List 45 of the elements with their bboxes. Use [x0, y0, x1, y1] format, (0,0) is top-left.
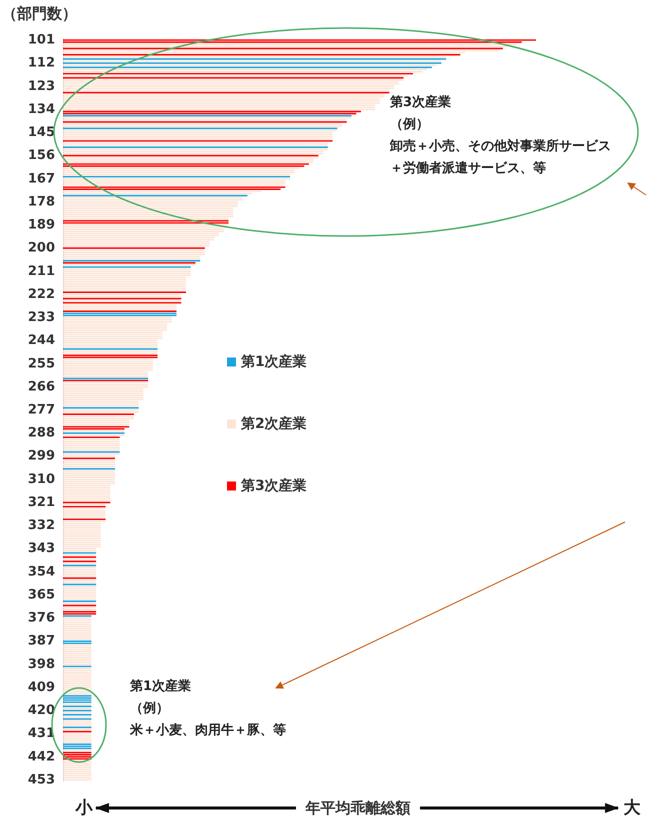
y-tick-label: 332	[28, 518, 55, 534]
annotation: 第1次産業	[129, 678, 192, 694]
y-tick-label: 376	[28, 610, 55, 626]
y-tick-label: 277	[28, 402, 55, 418]
y-tick-label: 321	[28, 494, 55, 510]
y-tick-label: 167	[28, 171, 55, 186]
y-tick-label: 442	[28, 749, 55, 764]
y-tick-label: 156	[28, 148, 55, 164]
y-tick-label: 453	[28, 772, 55, 788]
y-tick-label: 123	[28, 78, 55, 94]
y-tick-label: 255	[28, 356, 55, 372]
y-tick-label: 343	[28, 541, 55, 556]
y-tick-label: 200	[28, 240, 55, 256]
y-tick-label: 112	[28, 56, 55, 71]
legend-label: 第1次産業	[240, 353, 307, 370]
annotation: ＋労働者派遣サービス、等	[390, 160, 546, 176]
y-tick-label: 178	[28, 194, 55, 210]
y-tick-label: 409	[28, 680, 55, 695]
y-tick-label: 101	[28, 32, 55, 48]
annotation: 卸売＋小売、その他対事業所サービス	[389, 138, 611, 154]
y-tick-label: 310	[28, 472, 55, 487]
y-tick-label: 288	[28, 426, 55, 441]
text: 大	[624, 798, 642, 818]
legend-label: 第2次産業	[240, 415, 307, 432]
y-tick-label: 398	[28, 656, 55, 672]
text: 小	[74, 798, 94, 818]
y-tick-label: 233	[28, 310, 55, 326]
y-tick-label: 211	[28, 264, 55, 279]
y-tick-label: 145	[28, 125, 55, 140]
y-tick-label: 134	[28, 102, 55, 117]
y-tick-label: 189	[28, 218, 55, 233]
annotation: （例）	[130, 701, 169, 716]
annotation: 第3次産業	[389, 94, 452, 110]
y-tick-label: 365	[28, 587, 55, 602]
y-tick-label: 266	[28, 379, 55, 394]
y-tick-label: 222	[28, 286, 55, 302]
y-axis-title: （部門数）	[2, 4, 77, 22]
y-tick-label: 387	[28, 634, 55, 649]
y-tick-label: 299	[28, 448, 55, 464]
annotation: （例）	[390, 117, 429, 132]
y-tick-label: 354	[28, 564, 55, 580]
annotation: 米＋小麦、肉用牛＋豚、等	[129, 723, 286, 738]
legend-label: 第3次産業	[240, 477, 307, 494]
x-axis-title: 年平均乖離総額	[304, 799, 410, 817]
y-tick-label: 244	[28, 333, 55, 348]
